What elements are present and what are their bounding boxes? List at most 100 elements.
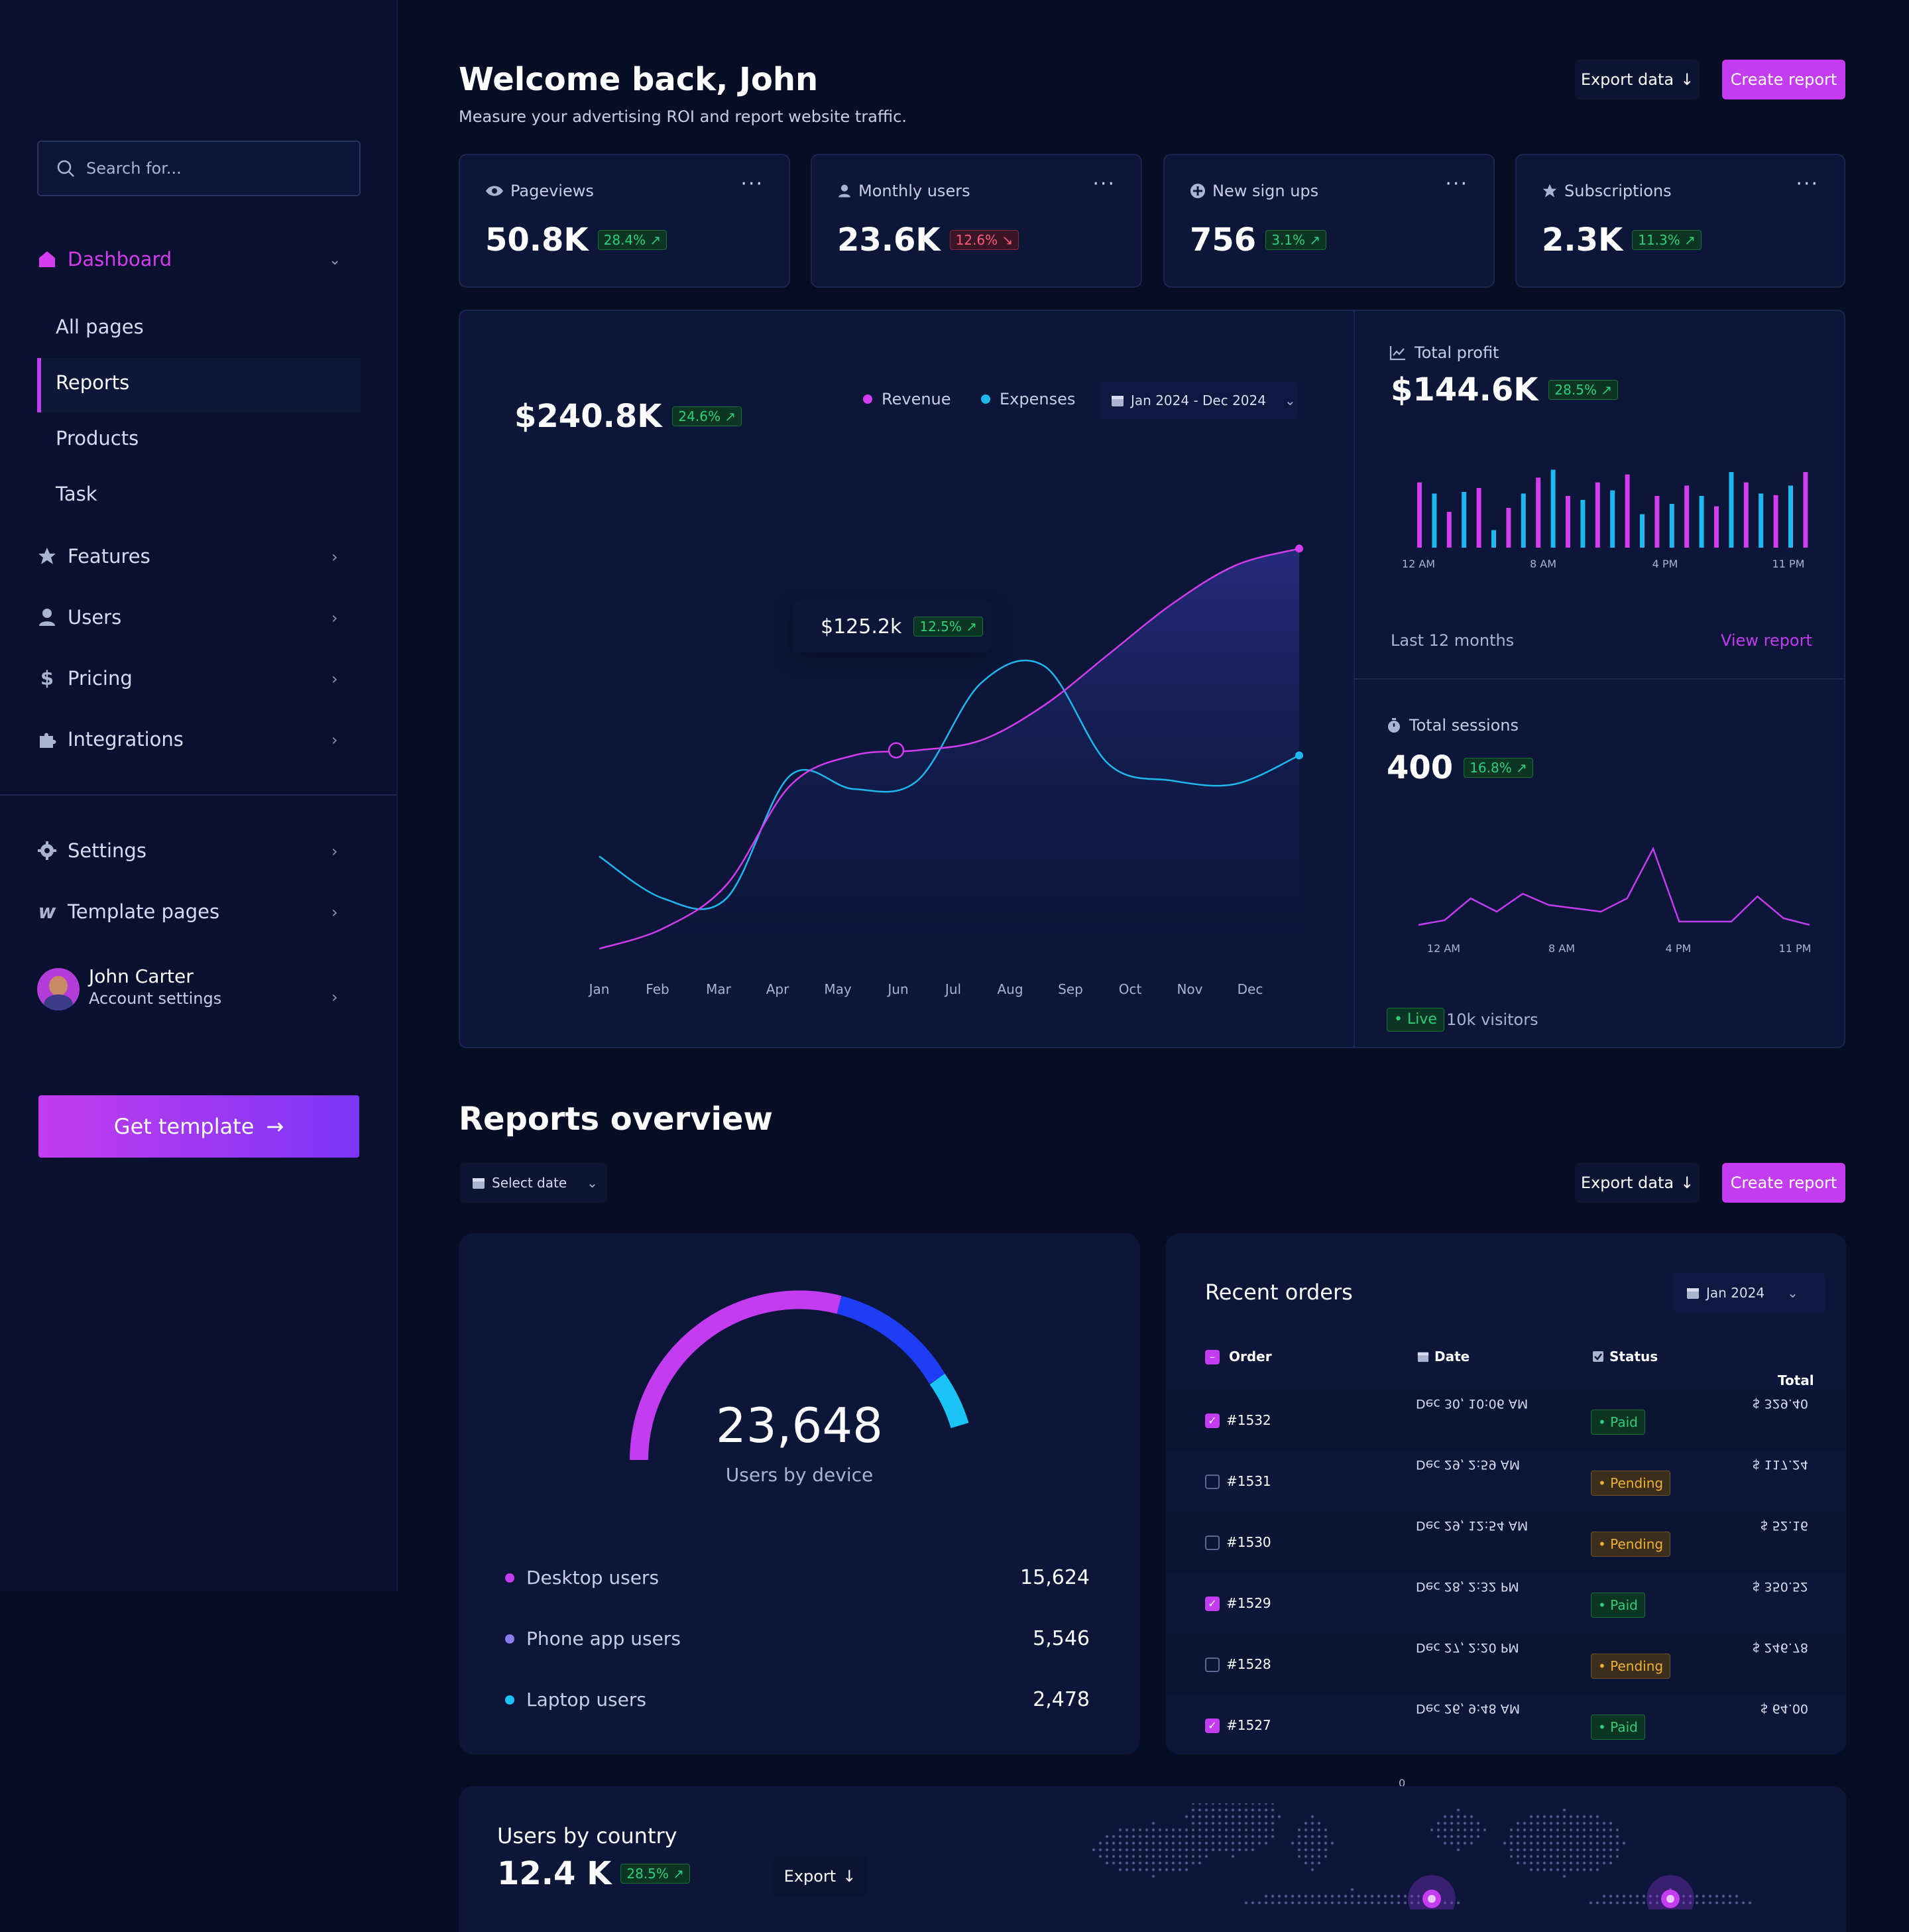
map-dot bbox=[1158, 1861, 1162, 1865]
search-box[interactable]: Search for... bbox=[37, 141, 361, 196]
map-dot bbox=[1244, 1841, 1248, 1845]
chevron-right-icon[interactable]: › bbox=[331, 670, 338, 688]
chevron-down-icon[interactable]: ⌄ bbox=[329, 252, 341, 269]
map-dot bbox=[1615, 1835, 1619, 1839]
total-header[interactable]: Total bbox=[1778, 1372, 1814, 1388]
map-dot bbox=[1244, 1821, 1248, 1825]
view-report-link[interactable]: View report bbox=[1721, 631, 1812, 650]
order-id[interactable]: #1531 bbox=[1226, 1473, 1271, 1489]
map-dot bbox=[1622, 1901, 1626, 1905]
orders-month-dropdown[interactable]: Jan 2024 ⌄ bbox=[1673, 1273, 1825, 1313]
more-icon[interactable]: ··· bbox=[740, 172, 764, 196]
select-all-checkbox[interactable]: – bbox=[1205, 1350, 1220, 1364]
order-status: • Pending bbox=[1591, 1532, 1671, 1557]
legend-expenses-label: Expenses bbox=[1000, 390, 1076, 408]
sidebar-item-pricing[interactable]: $ Pricing bbox=[37, 667, 133, 690]
sidebar-item-reports[interactable]: Reports bbox=[56, 371, 130, 394]
order-id[interactable]: #1527 bbox=[1226, 1717, 1271, 1733]
chevron-right-icon[interactable]: › bbox=[331, 842, 338, 861]
more-icon[interactable]: ··· bbox=[1092, 172, 1116, 196]
avatar[interactable] bbox=[37, 968, 80, 1010]
order-header[interactable]: Order bbox=[1229, 1349, 1272, 1364]
map-dot bbox=[1238, 1815, 1242, 1819]
reports-create-report-button[interactable]: Create report bbox=[1722, 1163, 1845, 1203]
sidebar-item-features[interactable]: Features bbox=[37, 545, 150, 568]
map-dot bbox=[1476, 1821, 1480, 1825]
map-dot bbox=[1470, 1828, 1474, 1832]
map-dot bbox=[1244, 1848, 1248, 1852]
map-dot bbox=[1609, 1828, 1613, 1832]
date-range-dropdown[interactable]: Jan 2024 - Dec 2024 ⌄ bbox=[1100, 382, 1298, 419]
map-dot bbox=[1178, 1868, 1182, 1872]
map-dot bbox=[1523, 1848, 1527, 1852]
status-header[interactable]: Status bbox=[1592, 1349, 1658, 1364]
map-dot bbox=[1125, 1835, 1129, 1839]
map-dot bbox=[1151, 1868, 1155, 1872]
export-data-button[interactable]: Export data ↓ bbox=[1575, 60, 1700, 99]
date-header-label: Date bbox=[1434, 1349, 1470, 1364]
map-dot bbox=[1470, 1835, 1474, 1839]
map-dot bbox=[1204, 1841, 1208, 1845]
map-dot bbox=[1615, 1828, 1619, 1832]
hover-point[interactable] bbox=[888, 742, 905, 759]
sidebar-item-reports-active[interactable] bbox=[37, 358, 361, 412]
map-dot bbox=[1629, 1901, 1633, 1905]
calendar-icon bbox=[1112, 396, 1124, 406]
table-row[interactable]: #1530 Dec 29, 12:54 AM • Pending $ 52.16 bbox=[1167, 1512, 1845, 1573]
row-checkbox[interactable] bbox=[1205, 1475, 1220, 1489]
map-dot bbox=[1622, 1894, 1626, 1898]
map-dot bbox=[1330, 1841, 1334, 1845]
reports-export-data-button[interactable]: Export data ↓ bbox=[1575, 1163, 1700, 1203]
order-id[interactable]: #1532 bbox=[1226, 1412, 1271, 1428]
order-id[interactable]: #1530 bbox=[1226, 1534, 1271, 1550]
country-export-button[interactable]: Export ↓ bbox=[773, 1856, 867, 1896]
more-icon[interactable]: ··· bbox=[1796, 172, 1819, 196]
chevron-right-icon[interactable]: › bbox=[331, 548, 338, 566]
map-dot bbox=[1436, 1835, 1440, 1839]
table-row[interactable]: #1531 Dec 29, 2:59 AM • Pending $ 117.24 bbox=[1167, 1451, 1845, 1512]
table-row[interactable]: ✓ #1527 Dec 26, 9:48 AM • Paid $ 64.00 bbox=[1167, 1695, 1845, 1756]
row-checkbox[interactable]: ✓ bbox=[1205, 1719, 1220, 1733]
order-id[interactable]: #1528 bbox=[1226, 1656, 1271, 1672]
chevron-right-icon[interactable]: › bbox=[331, 988, 338, 1006]
select-date-dropdown[interactable]: Select date ⌄ bbox=[460, 1163, 607, 1203]
map-dot bbox=[1191, 1828, 1195, 1832]
table-row[interactable]: #1528 Dec 27, 2:20 PM • Pending $ 246.78 bbox=[1167, 1634, 1845, 1695]
get-template-button[interactable]: Get template → bbox=[38, 1095, 359, 1158]
sidebar-item-task[interactable]: Task bbox=[56, 483, 97, 505]
user-name[interactable]: John Carter bbox=[89, 965, 194, 987]
device-row-desktop: Desktop users 15,624 bbox=[505, 1566, 1090, 1589]
account-settings-link[interactable]: Account settings bbox=[89, 989, 222, 1008]
row-checkbox[interactable]: ✓ bbox=[1205, 1414, 1220, 1428]
row-checkbox[interactable]: ✓ bbox=[1205, 1597, 1220, 1611]
dashboard-label: Dashboard bbox=[68, 248, 172, 271]
table-row[interactable]: ✓ #1532 Dec 30, 10:06 AM • Paid $ 329.40 bbox=[1167, 1390, 1845, 1451]
sidebar-item-settings[interactable]: Settings bbox=[37, 839, 146, 862]
order-id[interactable]: #1529 bbox=[1226, 1595, 1271, 1611]
map-dot bbox=[1105, 1861, 1109, 1865]
sidebar-item-products[interactable]: Products bbox=[56, 427, 139, 450]
chevron-right-icon[interactable]: › bbox=[331, 609, 338, 627]
sidebar-item-dashboard[interactable]: Dashboard bbox=[37, 248, 172, 271]
create-report-button[interactable]: Create report bbox=[1722, 60, 1845, 99]
map-dot bbox=[1609, 1841, 1613, 1845]
sidebar-item-users[interactable]: Users bbox=[37, 606, 121, 629]
row-checkbox[interactable] bbox=[1205, 1658, 1220, 1672]
profit-bar bbox=[1506, 508, 1511, 548]
date-header[interactable]: Date bbox=[1417, 1349, 1470, 1364]
sidebar-item-template-pages[interactable]: w Template pages bbox=[37, 900, 220, 923]
more-icon[interactable]: ··· bbox=[1445, 172, 1468, 196]
chevron-right-icon[interactable]: › bbox=[331, 903, 338, 922]
sidebar-item-all-pages[interactable]: All pages bbox=[56, 316, 144, 338]
profit-footer-label: Last 12 months bbox=[1391, 631, 1515, 650]
map-dot bbox=[1595, 1815, 1599, 1819]
map-dot bbox=[1238, 1848, 1242, 1852]
map-dot bbox=[1642, 1894, 1646, 1898]
chevron-right-icon[interactable]: › bbox=[331, 731, 338, 749]
sidebar-item-integrations[interactable]: Integrations bbox=[37, 728, 184, 751]
row-checkbox[interactable] bbox=[1205, 1536, 1220, 1550]
search-input[interactable]: Search for... bbox=[86, 159, 182, 178]
map-dot bbox=[1569, 1848, 1573, 1852]
map-dot bbox=[1178, 1828, 1182, 1832]
table-row[interactable]: ✓ #1529 Dec 28, 2:32 PM • Paid $ 350.52 bbox=[1167, 1573, 1845, 1634]
